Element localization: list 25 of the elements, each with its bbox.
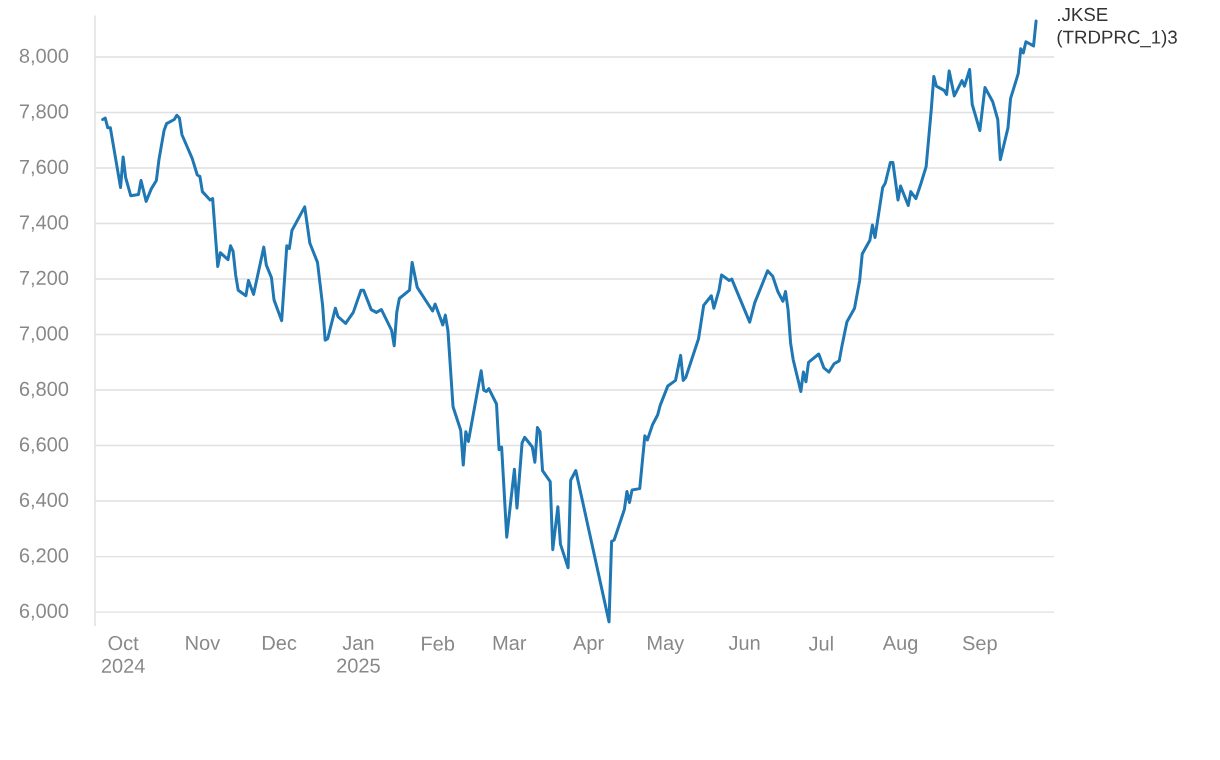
y-tick-label: 6,000 <box>19 603 69 621</box>
x-tick-label: Jun <box>728 636 760 650</box>
x-tick-label: Aug <box>882 636 918 654</box>
x-tick-label: Mar <box>493 636 527 650</box>
y-tick-label: 6,600 <box>19 437 69 454</box>
y-tick-label: 7,600 <box>19 159 69 177</box>
y-tick-label: 8,000 <box>19 48 69 66</box>
y-tick-label: 6,200 <box>19 548 69 565</box>
line-series <box>101 19 1038 624</box>
x-tick-label: Jan 2025 <box>337 636 380 673</box>
y-tick-label: 6,400 <box>19 492 69 510</box>
y-tick-label: 7,800 <box>19 104 69 121</box>
y-tick-label: 7,000 <box>19 326 69 343</box>
y-tick-label: 7,400 <box>19 215 69 232</box>
x-tick-label: Jul <box>808 636 833 651</box>
x-tick-label: Nov <box>186 636 221 650</box>
x-tick-label: Dec <box>262 636 297 650</box>
x-tick-label: Oct 2024 <box>101 636 145 673</box>
y-tick-label: 6,800 <box>19 381 69 399</box>
x-tick-label: Apr <box>573 636 604 654</box>
x-tick-label: May <box>648 636 685 654</box>
x-tick-label: Feb <box>422 636 455 651</box>
series-label: .JKSE (TRDPRC_1)3 <box>1057 7 1177 48</box>
y-tick-label: 7,200 <box>19 270 69 288</box>
x-tick-label: Sep <box>962 636 997 655</box>
